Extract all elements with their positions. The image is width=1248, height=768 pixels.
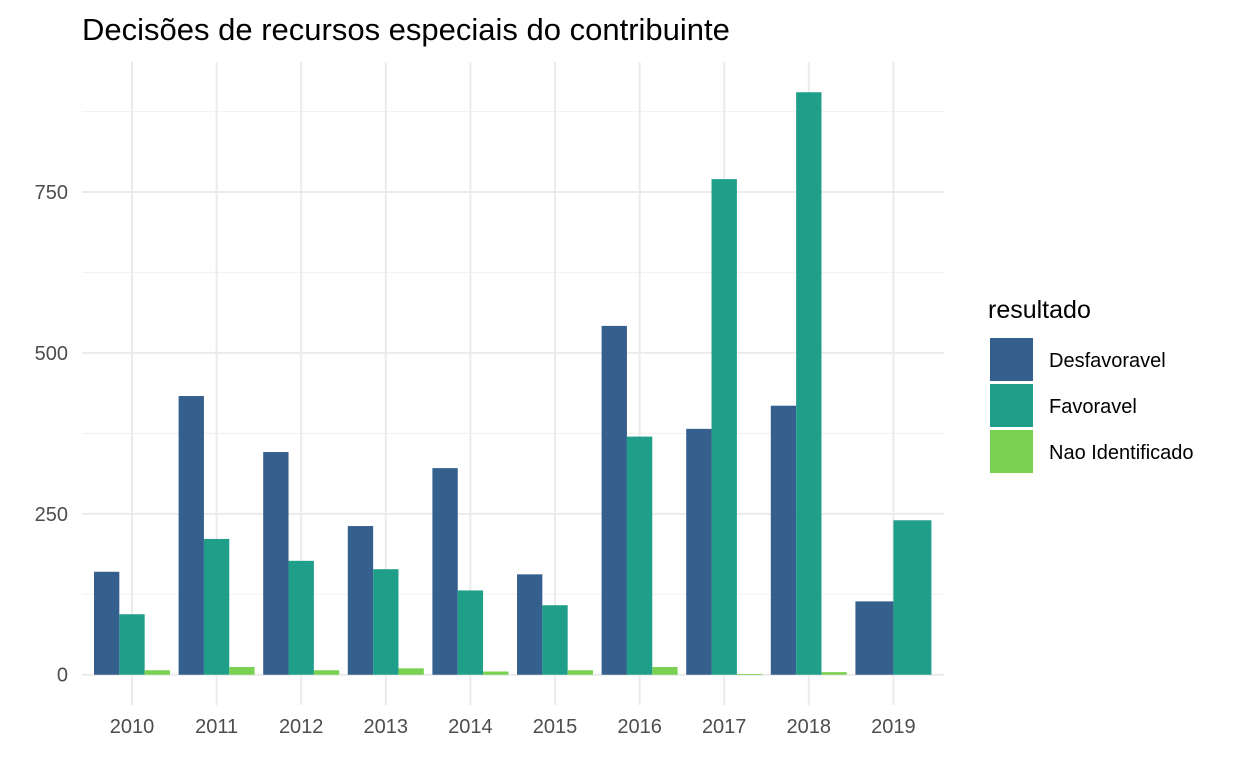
- x-tick-label: 2015: [533, 716, 578, 738]
- bar-desfavoravel-2010: [94, 571, 120, 675]
- legend: resultado Desfavoravel Favoravel Nao Ident…: [988, 296, 1194, 473]
- bar-nao-identificado-2013: [398, 668, 424, 675]
- bar-desfavoravel-2014: [432, 468, 458, 675]
- bar-nao-identificado-2018: [821, 672, 847, 675]
- bar-favoravel-2018: [796, 92, 822, 675]
- bar-favoravel-2014: [457, 590, 484, 675]
- bar-desfavoravel-2018: [770, 405, 797, 675]
- y-tick-label: 750: [35, 182, 68, 204]
- bar-desfavoravel-2011: [178, 396, 204, 675]
- x-tick-label: 2010: [110, 716, 155, 738]
- bar-nao-identificado-2017: [736, 674, 763, 675]
- bar-desfavoravel-2016: [601, 325, 627, 675]
- x-tick-label: 2018: [787, 716, 832, 738]
- bar-desfavoravel-2017: [686, 428, 712, 675]
- y-axis: 0 250 500 750: [35, 182, 68, 687]
- bar-desfavoravel-2013: [347, 526, 374, 675]
- bar-nao-identificado-2012: [313, 670, 340, 675]
- bar-nao-identificado-2015: [567, 670, 593, 675]
- bars: [94, 92, 932, 675]
- bar-desfavoravel-2012: [263, 452, 289, 675]
- chart-title: Decisões de recursos especiais do contri…: [82, 12, 730, 47]
- legend-swatch-nao-identificado: [990, 430, 1033, 473]
- x-tick-label: 2012: [279, 716, 324, 738]
- y-tick-label: 0: [57, 665, 68, 687]
- x-tick-label: 2019: [871, 716, 916, 738]
- legend-swatch-favoravel: [990, 384, 1033, 427]
- bar-desfavoravel-2015: [517, 574, 543, 675]
- bar-favoravel-2011: [203, 538, 230, 675]
- bar-nao-identificado-2011: [229, 667, 255, 675]
- y-tick-label: 500: [35, 343, 68, 365]
- bar-favoravel-2010: [119, 614, 145, 675]
- bar-favoravel-2013: [373, 569, 399, 675]
- bar-favoravel-2016: [626, 436, 653, 675]
- x-tick-label: 2013: [364, 716, 409, 738]
- grid: [82, 62, 944, 705]
- legend-label: Favoravel: [1049, 396, 1137, 418]
- legend-label: Desfavoravel: [1049, 350, 1166, 372]
- x-tick-label: 2011: [195, 716, 238, 738]
- x-tick-label: 2017: [702, 716, 747, 738]
- bar-favoravel-2012: [288, 560, 314, 675]
- x-tick-label: 2014: [448, 716, 493, 738]
- legend-label: Nao Identificado: [1049, 442, 1194, 464]
- bar-nao-identificado-2014: [483, 671, 509, 675]
- bar-favoravel-2019: [893, 520, 932, 675]
- legend-title: resultado: [988, 296, 1091, 324]
- bar-favoravel-2015: [542, 605, 568, 675]
- x-axis: 2010 2011 2012 2013 2014 2015 2016 2017 2018 2019: [110, 716, 916, 738]
- bar-favoravel-2017: [711, 179, 737, 675]
- x-tick-label: 2016: [617, 716, 662, 738]
- y-tick-label: 250: [35, 504, 68, 526]
- bar-nao-identificado-2016: [652, 667, 678, 675]
- bar-desfavoravel-2019: [855, 601, 894, 675]
- legend-swatch-desfavoravel: [990, 338, 1033, 381]
- bar-nao-identificado-2010: [144, 670, 170, 675]
